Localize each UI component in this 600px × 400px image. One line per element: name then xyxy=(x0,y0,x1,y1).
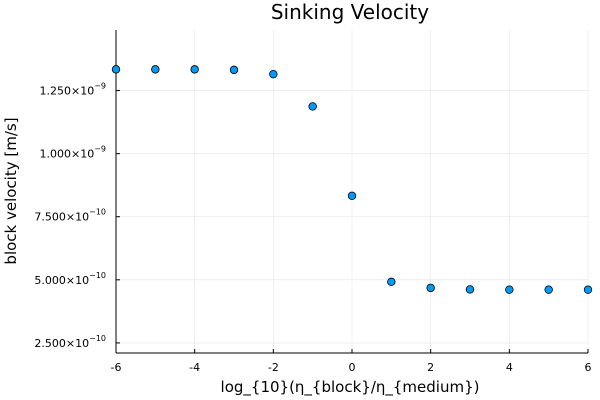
data-points xyxy=(111,65,593,294)
data-point xyxy=(269,69,278,79)
data-point xyxy=(111,65,121,74)
y-tick-label: 1.250×10−9 xyxy=(39,82,106,98)
y-tick-label: 1.000×10−9 xyxy=(39,145,106,161)
data-point xyxy=(347,191,357,200)
x-axis-ticks: -6 -4 -2 0 2 4 6 xyxy=(111,349,592,374)
y-tick-label: 2.500×10−10 xyxy=(34,334,106,350)
data-point xyxy=(229,65,239,75)
x-tick-label: 0 xyxy=(349,361,356,374)
data-point xyxy=(426,283,435,293)
x-tick-label: -6 xyxy=(111,361,122,374)
data-point xyxy=(505,285,514,294)
x-tick-label: 6 xyxy=(585,361,592,374)
data-point xyxy=(387,277,396,287)
y-axis-ticks: 2.500×10−10 5.000×10−10 7.500×10−10 1.000×1… xyxy=(34,82,120,350)
x-tick-label: 2 xyxy=(427,361,434,374)
data-point xyxy=(465,285,475,294)
data-point xyxy=(583,285,593,294)
y-axis-label: block velocity [m/s] xyxy=(2,117,20,264)
data-point xyxy=(308,102,317,111)
y-tick-label: 7.500×10−10 xyxy=(34,208,106,224)
grid-lines xyxy=(115,30,589,353)
chart-title: Sinking Velocity xyxy=(271,0,429,24)
data-point xyxy=(190,65,199,74)
y-tick-label: 5.000×10−10 xyxy=(34,271,106,287)
x-tick-label: -4 xyxy=(189,361,200,374)
x-tick-label: -2 xyxy=(268,361,279,374)
data-point xyxy=(151,65,160,74)
x-axis-label: log_{10}(η_{block}/η_{medium}) xyxy=(221,378,480,397)
x-tick-label: 4 xyxy=(506,361,513,374)
data-point xyxy=(544,285,553,294)
